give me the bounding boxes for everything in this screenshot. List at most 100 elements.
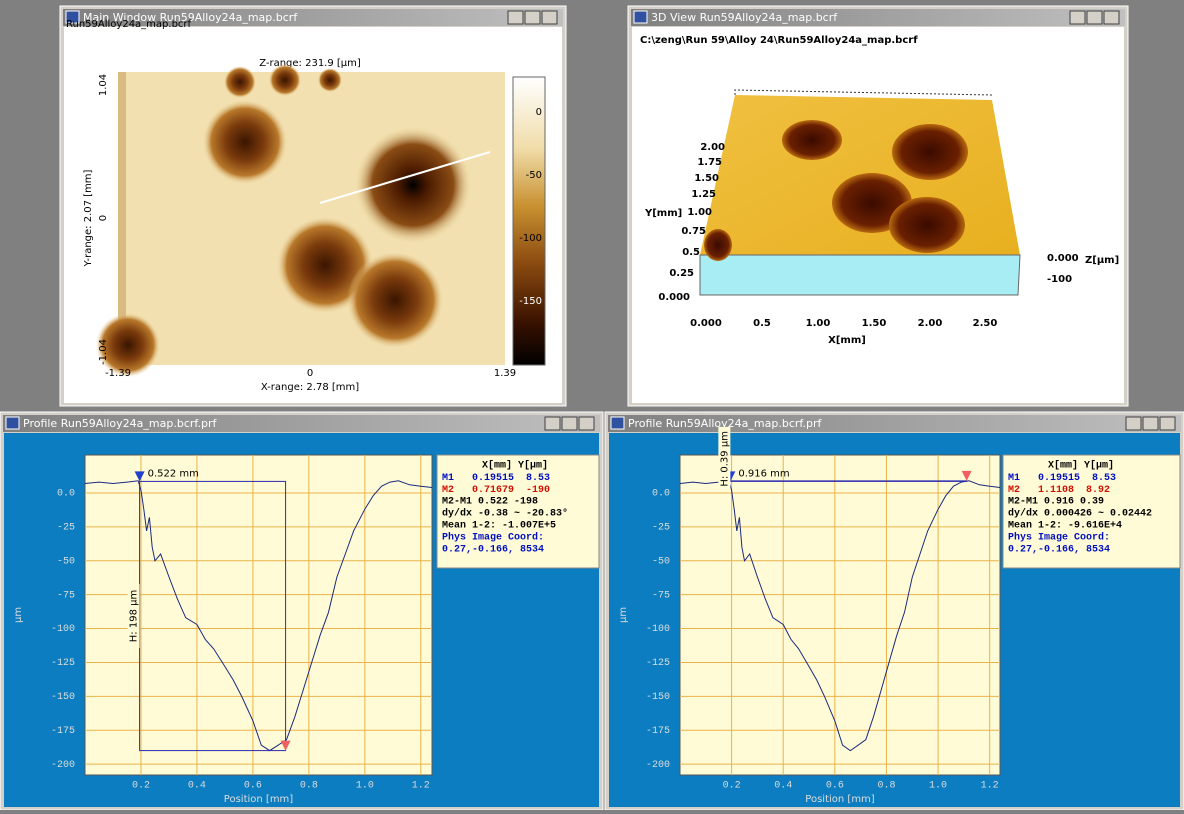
maximize-button[interactable] — [1143, 417, 1158, 430]
y-tick-label: -125 — [646, 658, 670, 669]
x-tick-label: 1.2 — [412, 781, 430, 792]
x-tick: 1.50 — [862, 318, 887, 329]
x-axis-label: Position [mm] — [224, 794, 293, 805]
close-button[interactable] — [1160, 417, 1175, 430]
y-tick-label: 0.0 — [652, 489, 670, 500]
x-tick-label: 0.4 — [188, 781, 206, 792]
file-name: Run59Alloy24a_map.bcrf — [66, 19, 192, 30]
y-tick-label: -50 — [57, 556, 75, 567]
window-icon — [634, 11, 647, 23]
readout-y: 8.53 — [526, 473, 550, 484]
y-tick: 0.75 — [681, 226, 706, 237]
maximize-button[interactable] — [525, 11, 540, 24]
minimize-button[interactable] — [1070, 11, 1085, 24]
y-tick: 1.04 — [98, 74, 109, 96]
colorbar-tick: -100 — [519, 233, 542, 244]
readout-line: dy/dx 0.000426 ~ 0.02442 — [1008, 508, 1152, 520]
y-tick-label: -125 — [51, 658, 75, 669]
readout-header: X[mm] Y[µm] — [1048, 460, 1114, 472]
z-label: Z[µm] — [1085, 255, 1119, 266]
x-tick-label: 0.6 — [826, 781, 844, 792]
readout-label: M2 — [1008, 485, 1020, 496]
x-tick-label: 1.2 — [981, 781, 999, 792]
readout-label: M2 — [442, 485, 454, 496]
x-tick: 0.000 — [690, 318, 722, 329]
y-tick: 1.50 — [694, 173, 719, 184]
height-label: H: 198 µm — [129, 590, 140, 642]
hole — [782, 120, 842, 160]
minimize-button[interactable] — [545, 417, 560, 430]
x-tick-label: 0.2 — [132, 781, 150, 792]
marker-distance: 0.916 mm — [738, 468, 789, 479]
hole — [892, 124, 968, 180]
readout-y: 8.92 — [1086, 485, 1110, 496]
height-label: H: 0.39 µm — [719, 431, 730, 487]
x-range: X-range: 2.78 [mm] — [261, 382, 359, 393]
x-tick: 0.5 — [753, 318, 771, 329]
maximize-button[interactable] — [1087, 11, 1102, 24]
minimize-button[interactable] — [1126, 417, 1141, 430]
readout-x: 1.1108 — [1038, 485, 1074, 496]
y-tick-label: -75 — [57, 590, 75, 601]
readout-line: dy/dx -0.38 ~ -20.83° — [442, 508, 568, 520]
window-icon — [611, 417, 624, 429]
readout-line: Phys Image Coord: — [1008, 532, 1110, 544]
desktop: Main Window Run59Alloy24a_map.bcrf3D Vie… — [0, 0, 1184, 810]
z-range: Z-range: 231.9 [µm] — [259, 58, 361, 69]
pit — [318, 68, 342, 92]
minimize-button[interactable] — [508, 11, 523, 24]
readout-line: Mean 1-2: -1.007E+5 — [442, 521, 556, 532]
x-tick-label: 0.2 — [723, 781, 741, 792]
main-window-content: Run59Alloy24a_map.bcrf Z-range: 231.9 [µ… — [66, 19, 545, 393]
x-tick-label: 0.8 — [300, 781, 318, 792]
y-tick: 1.25 — [691, 189, 716, 200]
y-tick-label: -100 — [51, 624, 75, 635]
readout-x: 0.19515 — [472, 473, 514, 484]
x-tick: 2.00 — [918, 318, 943, 329]
z-tick: 0.000 — [1047, 253, 1079, 264]
close-button[interactable] — [579, 417, 594, 430]
x-tick-label: 1.0 — [356, 781, 374, 792]
colorbar-tick: -50 — [526, 170, 542, 181]
y-tick-label: -150 — [51, 692, 75, 703]
window-icon — [6, 417, 19, 429]
y-tick: 0.000 — [658, 292, 690, 303]
plot-area — [680, 455, 1000, 775]
readout-x: 0.71679 — [472, 485, 514, 496]
x-tick-label: 0.8 — [877, 781, 895, 792]
readout-line: 0.27,-0.166, 8534 — [442, 545, 544, 556]
x-tick-label: 0.6 — [244, 781, 262, 792]
x-tick-label: 0.4 — [774, 781, 792, 792]
y-tick-label: -150 — [646, 692, 670, 703]
close-button[interactable] — [542, 11, 557, 24]
close-button[interactable] — [1104, 11, 1119, 24]
pit — [347, 252, 443, 348]
y-tick: 1.75 — [697, 157, 722, 168]
y-tick: 2.00 — [700, 142, 725, 153]
readout-y: 8.53 — [1092, 473, 1116, 484]
pit — [203, 100, 287, 184]
y-axis-label: µm — [618, 607, 629, 623]
pit — [355, 127, 471, 243]
y-range: Y-range: 2.07 [mm] — [83, 169, 94, 267]
window-title: Profile Run59Alloy24a_map.bcrf.prf — [23, 417, 217, 430]
maximize-button[interactable] — [562, 417, 577, 430]
y-axis-label: µm — [13, 607, 24, 623]
y-tick-label: -200 — [646, 760, 670, 771]
readout-label: M1 — [442, 473, 454, 484]
x-tick: 1.00 — [806, 318, 831, 329]
x-tick: 1.39 — [494, 368, 516, 379]
hole — [889, 197, 965, 253]
y-tick-label: -175 — [646, 726, 670, 737]
readout-line: M2-M1 0.522 -198 — [442, 497, 538, 508]
x-tick: 0 — [307, 368, 313, 379]
y-tick-label: 0.0 — [57, 489, 75, 500]
y-tick: 0.5 — [682, 247, 700, 258]
window-title: 3D View Run59Alloy24a_map.bcrf — [651, 11, 838, 24]
x-axis-label: Position [mm] — [805, 794, 874, 805]
y-tick-label: -100 — [646, 624, 670, 635]
y-tick-label: -25 — [652, 523, 670, 534]
surface-front — [700, 255, 1020, 295]
pit — [224, 66, 256, 98]
readout-y: -190 — [526, 485, 550, 496]
